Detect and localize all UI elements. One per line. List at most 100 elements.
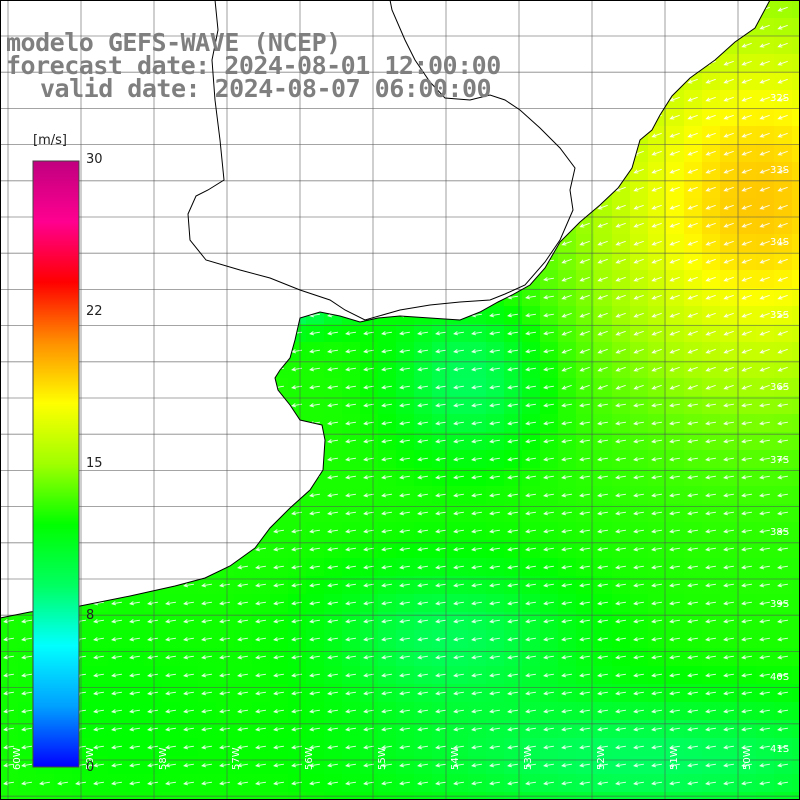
wind-arrow [309, 187, 321, 192]
wind-arrow [525, 637, 537, 642]
wind-arrow [21, 331, 33, 336]
wind-arrow [723, 421, 735, 426]
wind-cell [630, 0, 649, 19]
wind-arrow [543, 511, 555, 516]
wind-arrow [453, 655, 465, 660]
wind-arrow [615, 276, 626, 282]
wind-cell [540, 90, 559, 109]
wind-arrow [525, 565, 537, 570]
latitude-label: 37S [770, 455, 789, 466]
longitude-label: 54W [450, 747, 461, 770]
wind-arrow [579, 366, 590, 372]
wind-arrow [723, 132, 734, 138]
wind-cell [252, 162, 271, 181]
wind-arrow [291, 493, 303, 498]
wind-arrow [327, 619, 339, 624]
wind-cell [108, 126, 127, 145]
wind-arrow [561, 601, 573, 606]
wind-cell [144, 378, 163, 397]
wind-cell [216, 216, 235, 235]
wind-arrow [651, 6, 662, 12]
wind-arrow [345, 403, 357, 408]
wind-cell [36, 360, 55, 379]
wind-arrow [759, 132, 770, 138]
wind-arrow [255, 403, 267, 408]
wind-cell [792, 36, 800, 55]
wind-arrow [129, 691, 141, 696]
wind-cell [18, 450, 37, 469]
wind-arrow [777, 583, 789, 588]
wind-arrow [489, 241, 501, 246]
wind-cell [396, 108, 415, 127]
wind-arrow [489, 673, 501, 678]
wind-arrow [561, 421, 573, 426]
wind-arrow [489, 277, 501, 282]
wind-arrow [93, 7, 105, 12]
wind-cell [306, 432, 325, 451]
wind-arrow [237, 133, 249, 138]
wind-cell [90, 450, 109, 469]
wind-cell [414, 216, 433, 235]
wind-arrow [561, 240, 572, 246]
wind-arrow [129, 439, 141, 444]
wind-arrow [687, 547, 699, 552]
wind-arrow [93, 205, 105, 210]
wind-arrow [255, 295, 267, 300]
wind-cell [54, 378, 73, 397]
wind-cell [144, 144, 163, 163]
wind-arrow [723, 655, 735, 660]
wind-arrow [633, 294, 644, 300]
wind-arrow [453, 745, 465, 750]
wind-arrow [345, 367, 357, 372]
wind-arrow [165, 727, 177, 732]
wind-arrow [435, 115, 447, 120]
wind-arrow [651, 655, 663, 660]
wind-arrow [399, 421, 411, 426]
wind-arrow [597, 763, 609, 768]
wind-arrow [255, 313, 267, 318]
wind-arrow [201, 277, 213, 282]
wind-arrow [363, 43, 375, 48]
wind-arrow [147, 259, 159, 264]
wind-cell [342, 198, 361, 217]
wind-arrow [201, 385, 213, 390]
wind-cell [378, 252, 397, 271]
wind-arrow [651, 619, 663, 624]
wind-arrow [525, 61, 537, 66]
wind-cell [252, 0, 271, 19]
wind-cell [432, 162, 451, 181]
wind-arrow [759, 42, 770, 48]
wind-cell [252, 360, 271, 379]
wind-arrow [255, 259, 267, 264]
wind-arrow [633, 619, 645, 624]
wind-arrow [417, 241, 429, 246]
wind-arrow [219, 529, 231, 534]
wind-arrow [363, 403, 375, 408]
wind-arrow [705, 529, 717, 534]
wind-arrow [255, 7, 267, 12]
wind-cell [18, 594, 37, 613]
wind-arrow [309, 583, 321, 588]
wind-arrow [399, 601, 411, 606]
wind-cell [126, 0, 145, 19]
wind-cell [0, 396, 19, 415]
wind-arrow [453, 187, 465, 192]
wind-arrow [507, 493, 519, 498]
wind-arrow [597, 6, 608, 12]
wind-arrow [435, 457, 447, 462]
wind-cell [270, 486, 289, 505]
wind-cell [0, 90, 19, 109]
wind-arrow [21, 727, 33, 732]
wind-cell [36, 432, 55, 451]
wind-cell [504, 234, 523, 253]
wind-arrow [543, 331, 555, 336]
wind-arrow [399, 529, 411, 534]
wind-arrow [219, 709, 231, 714]
wind-arrow [363, 601, 375, 606]
wind-arrow [381, 439, 393, 444]
wind-cell [144, 216, 163, 235]
wind-arrow [219, 727, 231, 732]
wind-arrow [273, 511, 285, 516]
wind-arrow [651, 204, 662, 210]
